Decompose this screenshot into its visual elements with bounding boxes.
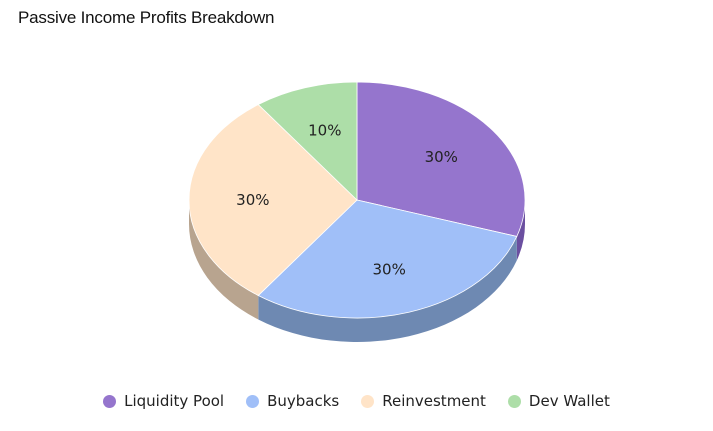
legend-item-liquidity-pool[interactable]: Liquidity Pool bbox=[103, 392, 224, 410]
legend-label: Reinvestment bbox=[382, 392, 486, 410]
legend-marker-icon bbox=[246, 394, 260, 408]
chart-title: Passive Income Profits Breakdown bbox=[18, 8, 275, 27]
legend-marker-icon bbox=[103, 394, 117, 408]
slice-label-buybacks: 30% bbox=[373, 261, 406, 279]
legend-item-reinvestment[interactable]: Reinvestment bbox=[361, 392, 486, 410]
legend-label: Buybacks bbox=[267, 392, 340, 410]
pie-slice-dev-wallet[interactable] bbox=[257, 81, 358, 201]
pie-slices bbox=[188, 81, 526, 319]
chart-legend: Liquidity Pool Buybacks Reinvestment Dev Wa… bbox=[0, 392, 713, 410]
legend-marker-icon bbox=[361, 394, 375, 408]
legend-item-buybacks[interactable]: Buybacks bbox=[246, 392, 339, 410]
slice-label-liquidity-pool: 30% bbox=[425, 148, 458, 166]
pie-side-reinvestment bbox=[189, 200, 259, 320]
pie-side-liquidity-pool bbox=[516, 200, 525, 261]
pie-slice-reinvestment[interactable] bbox=[188, 104, 358, 296]
pie-slice-liquidity-pool[interactable] bbox=[356, 81, 526, 237]
legend-marker-icon bbox=[507, 394, 521, 408]
legend-label: Dev Wallet bbox=[528, 392, 610, 410]
legend-item-dev-wallet[interactable]: Dev Wallet bbox=[507, 392, 610, 410]
slice-label-reinvestment: 30% bbox=[236, 191, 269, 209]
pie-labels: 30% 30% 30% 10% bbox=[236, 121, 458, 278]
pie-slice-buybacks[interactable] bbox=[257, 199, 518, 319]
legend-label: Liquidity Pool bbox=[124, 392, 225, 410]
slice-label-dev-wallet: 10% bbox=[308, 121, 341, 139]
